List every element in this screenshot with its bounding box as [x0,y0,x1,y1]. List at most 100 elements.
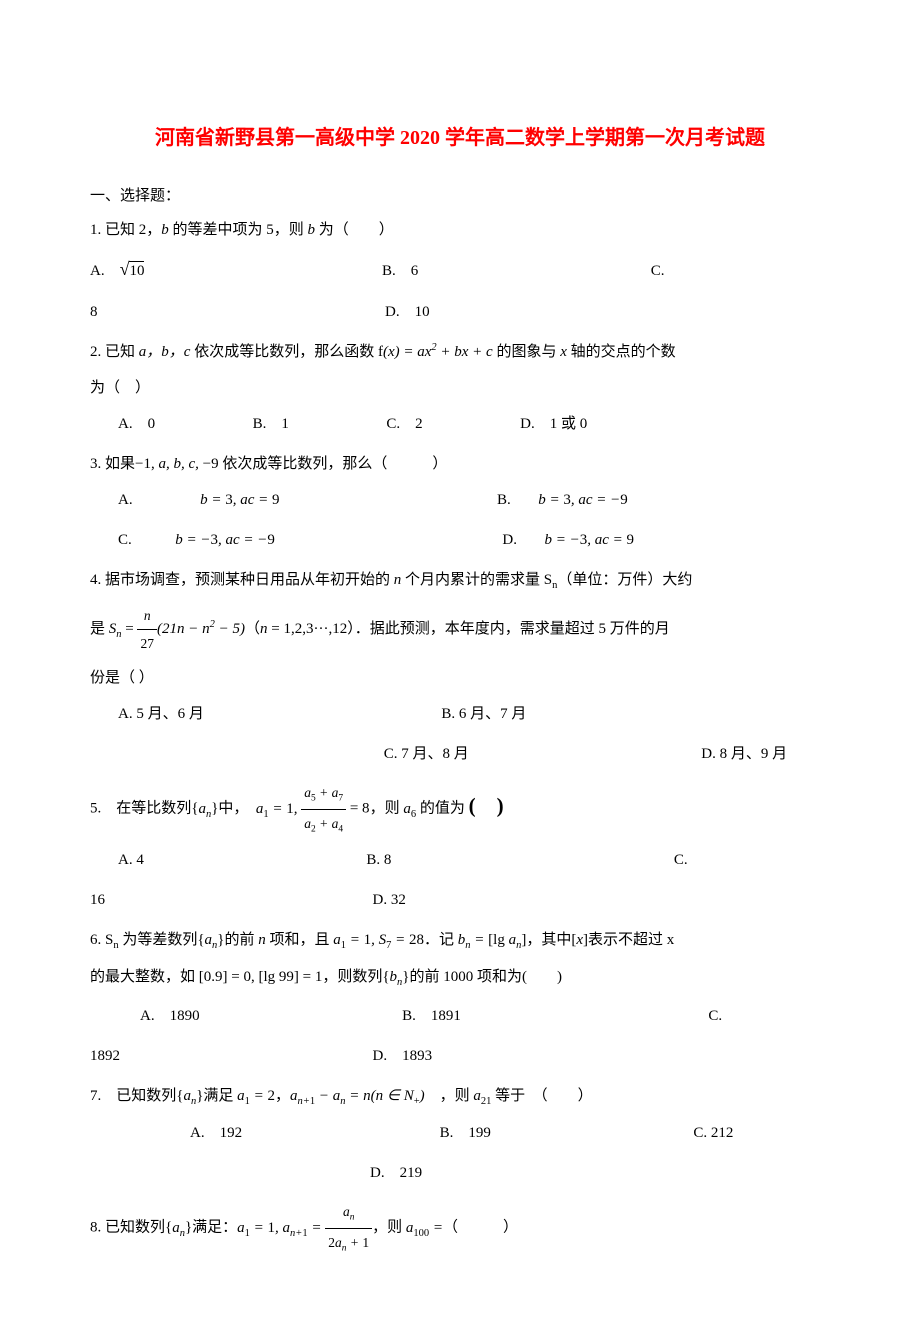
q2-optB: B. 1 [253,416,289,432]
q7-text5: 等于 （ ） [491,1088,592,1104]
question-1: 1. 已知 2，b 的等差中项为 5，则 b 为（ ） [90,215,830,245]
question-6: 6. Sn 为等差数列{an}的前 n 项和，且 a1 = 1, S7 = 28… [90,925,830,956]
question-8: 8. 已知数列{an}满足：a1 = 1, an+1 = an2an + 1，则… [90,1198,830,1258]
q4-frac: n27 [137,602,157,657]
q7-a1: a1 = 2 [237,1088,275,1104]
q7-a21: a21 [473,1088,491,1104]
q6-text10: }的前 1000 项和为( ) [402,969,562,985]
q8-text4: （ ） [443,1220,518,1236]
q4-optB: B. 6 月、7 月 [441,706,526,722]
q8-frac: an2an + 1 [325,1198,372,1258]
q4-options-row2: C. 7 月、8 月 D. 8 月、9 月 [90,739,830,769]
q6-n: n [258,932,266,948]
paren-icon: ( ) [469,794,504,818]
q4-optA: A. 5 月、6 月 [118,706,204,722]
q6-ex: [0.9] = 0, [lg 99] = 1 [199,969,323,985]
q1-text2: 的等差中项为 5，则 [169,222,308,238]
q1-options: A. √10 B. 6 C. [90,251,830,287]
q3-options-row2: C. b = −3, ac = −9 D. b = −3, ac = 9 [90,525,830,555]
question-5: 5. 在等比数列{an}中， a1 = 1, a5 + a7a2 + a4 = … [90,779,830,839]
question-7: 7. 已知数列{an}满足 a1 = 2，an+1 − an = n(n ∈ N… [90,1081,830,1112]
q5-16: 16 [90,892,105,908]
q1-options-line2: 8 D. 10 [90,297,830,327]
q3-optC-label: C. [118,532,132,548]
q6-text: 6. S [90,932,113,948]
q2-optA: A. 0 [118,416,155,432]
q7-rec: an+1 − an = n(n ∈ N+) [290,1088,425,1104]
q4-text4: 是 [90,621,109,637]
q2-optC: C. 2 [386,416,422,432]
q7-text4: ，则 [425,1088,474,1104]
question-2: 2. 已知 a，b，c 依次成等比数列，那么函数 f(x) = ax2 + bx… [90,337,830,367]
q4-expr: (21n − n2 − 5) [157,621,245,637]
q1-optD: D. 10 [385,304,430,320]
q3-optB: b = 3, ac = −9 [538,492,628,508]
q1-text3: 为（ ） [315,222,394,238]
q2-line2: 为（ ） [90,373,830,403]
q5-text: 5. 在等比数列{ [90,801,198,817]
q6-bn: bn = [lg an] [458,932,527,948]
q7-optC: C. 212 [693,1125,733,1141]
q6-text5: ．记 [424,932,458,948]
q6-text7: ]表示不超过 x [583,932,674,948]
q2-text4: 轴的交点的个数 [567,344,676,360]
q5-frac-den: a2 + a4 [301,810,346,840]
q8-frac-den: 2an + 1 [325,1229,372,1259]
q4-text3: （单位：万件）大约 [557,572,692,588]
q3-text2: −9 依次成等比数列，那么（ ） [199,456,447,472]
q2-text2: 依次成等比数列，那么函数 [190,344,378,360]
q2-optD: D. 1 或 0 [520,416,587,432]
q4-formula-line: 是 Sn = n27(21n − n2 − 5)（n = 1,2,3···,12… [90,602,830,657]
q4-eq: = [122,621,138,637]
q3-optB-label: B. [497,492,511,508]
q3-optC: b = −3, ac = −9 [175,532,275,548]
q8-a100: a100 = [406,1220,443,1236]
q1-optB: B. 6 [382,263,418,279]
q6-text4: 项和，且 [266,932,334,948]
q2-options: A. 0 B. 1 C. 2 D. 1 或 0 [90,409,830,439]
q1-b2: b [308,222,316,238]
q3-vars: a, b, c, [158,456,198,472]
q4-frac-num: n [137,602,157,630]
q2-x: x [560,344,567,360]
q5-a6: a6 [403,801,416,817]
q3-optD-label: D. [502,532,517,548]
q3-optD: b = −3, ac = 9 [545,532,635,548]
q4-text6: 份是（ ） [90,663,830,693]
q2-text: 2. 已知 [90,344,139,360]
q5-frac: a5 + a7a2 + a4 [301,779,346,839]
q4-optC: C. 7 月、8 月 [384,746,469,762]
q3-optA: b = 3, ac = 9 [200,492,279,508]
q3-options-row1: A. b = 3, ac = 9 B. b = 3, ac = −9 [90,485,830,515]
q1-optA-label: A. [90,263,120,279]
q7-text2: }满足 [196,1088,237,1104]
q6-bn2: bn [390,969,403,985]
q5-a1: a1 = 1, [256,801,301,817]
q4-optD: D. 8 月、9 月 [701,746,787,762]
q6-text2: 为等差数列{ [119,932,205,948]
q1-optA-val: 10 [129,261,144,279]
q5-frac-num: a5 + a7 [301,779,346,810]
q8-text3: ，则 [372,1220,406,1236]
q5-text2: }中， [211,801,256,817]
q6-optD: D. 1893 [373,1048,433,1064]
q4-frac-den: 27 [137,630,157,657]
q6-text8: 的最大整数，如 [90,969,199,985]
q5-options-line2: 16 D. 32 [90,885,830,915]
q8-text2: }满足： [185,1220,237,1236]
q6-an: an [205,932,218,948]
q6-text6: ，其中[ [526,932,576,948]
q5-text3: ，则 [370,801,404,817]
q5-optC: C. [674,852,688,868]
q5-options: A. 4 B. 8 C. [90,845,830,875]
q5-an: an [198,801,211,817]
q6-options-line2: 1892 D. 1893 [90,1041,830,1071]
q8-frac-num: an [325,1198,372,1229]
q4-cond: （n = 1,2,3···,12） [245,621,355,637]
q8-an: an [172,1220,185,1236]
q5-optB: B. 8 [366,852,391,868]
q7-optA: A. 192 [190,1125,242,1141]
q8-text: 8. 已知数列{ [90,1220,172,1236]
q1-b1: b [161,222,169,238]
q4-options-row1: A. 5 月、6 月 B. 6 月、7 月 [90,699,830,729]
